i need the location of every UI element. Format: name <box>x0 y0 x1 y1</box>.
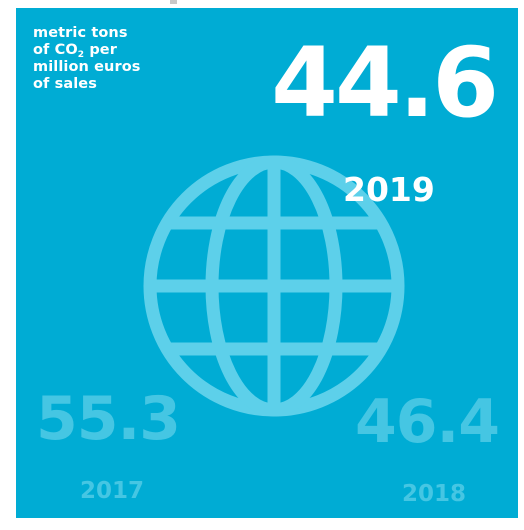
current-value: 44.6 <box>271 27 499 139</box>
unit-label-co2-suffix: per <box>84 42 117 58</box>
value-2018: 46.4 <box>355 387 500 457</box>
globe-icon <box>143 155 405 417</box>
year-2018: 2018 <box>402 481 467 507</box>
value-2017: 55.3 <box>36 384 181 454</box>
unit-label-co2-subscript: 2 <box>77 50 85 60</box>
year-2017: 2017 <box>80 478 145 504</box>
unit-label: metric tons of CO2 per million euros of … <box>33 25 141 93</box>
unit-label-line-4: of sales <box>33 76 97 92</box>
current-year: 2019 <box>343 170 435 209</box>
unit-label-line-3: million euros <box>33 59 141 75</box>
top-tick-mark <box>170 0 177 4</box>
unit-label-line-1: metric tons <box>33 25 128 41</box>
unit-label-co2-prefix: of CO <box>33 42 78 58</box>
co2-infographic-panel: metric tons of CO2 per million euros of … <box>16 8 518 518</box>
